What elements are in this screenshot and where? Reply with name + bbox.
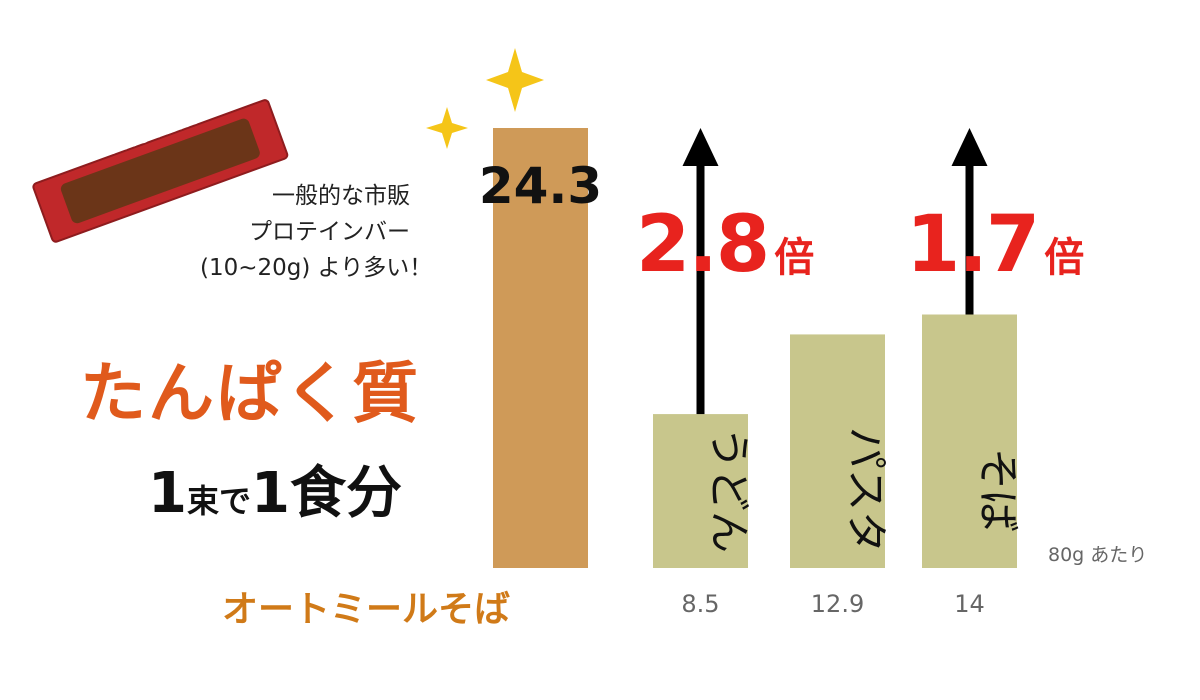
bar-category-text: パスタ bbox=[842, 427, 891, 553]
multiplier-label-udon: 2.8 倍 bbox=[636, 200, 814, 290]
bar-1 bbox=[653, 414, 748, 568]
increase-arrow-head bbox=[682, 128, 719, 166]
subhead-number: 1 bbox=[250, 461, 290, 526]
subhead-text: 食分 bbox=[289, 461, 402, 526]
bar-2 bbox=[790, 334, 885, 568]
note-line: 一般的な市販 bbox=[272, 183, 410, 209]
value-label: 14 bbox=[954, 590, 985, 618]
bar-3 bbox=[922, 314, 1017, 568]
increase-arrow-shaft bbox=[965, 162, 974, 315]
protein-bar-pack bbox=[32, 99, 289, 243]
value-label: 8.5 bbox=[681, 590, 719, 618]
note-line: プロテインバー bbox=[249, 219, 410, 245]
multiplier-label-soba: 1.7 倍 bbox=[906, 200, 1084, 290]
sparkle-small-icon bbox=[426, 107, 468, 149]
subhead-text: 束で bbox=[186, 482, 251, 520]
bar-category-text: そば bbox=[974, 448, 1023, 532]
value-label: 12.9 bbox=[811, 590, 864, 618]
note-line: (10~20g) より多い！ bbox=[200, 255, 433, 281]
unit-note: 80g あたり bbox=[1048, 544, 1148, 566]
increase-arrow-head bbox=[951, 128, 988, 166]
bar-category-text: うどん bbox=[705, 427, 754, 553]
multiplier-value: 1.7 bbox=[906, 200, 1040, 290]
subheading: 1束で1食分 bbox=[148, 448, 402, 529]
value-label: 24.3 bbox=[479, 157, 602, 215]
subhead-number: 1 bbox=[148, 461, 187, 526]
increase-arrow-shaft bbox=[696, 162, 705, 415]
comparison-note: 一般的な市販 プロテインバー (10~20g) より多い！ bbox=[200, 178, 433, 286]
multiplier-value: 2.8 bbox=[636, 200, 770, 290]
bar-0 bbox=[493, 128, 588, 568]
multiplier-suffix: 倍 bbox=[774, 235, 815, 281]
sparkle-large-icon bbox=[486, 48, 544, 112]
headline: たんぱく質 bbox=[80, 355, 420, 432]
product-name: オートミールそば bbox=[222, 589, 511, 630]
multiplier-suffix: 倍 bbox=[1044, 235, 1085, 281]
